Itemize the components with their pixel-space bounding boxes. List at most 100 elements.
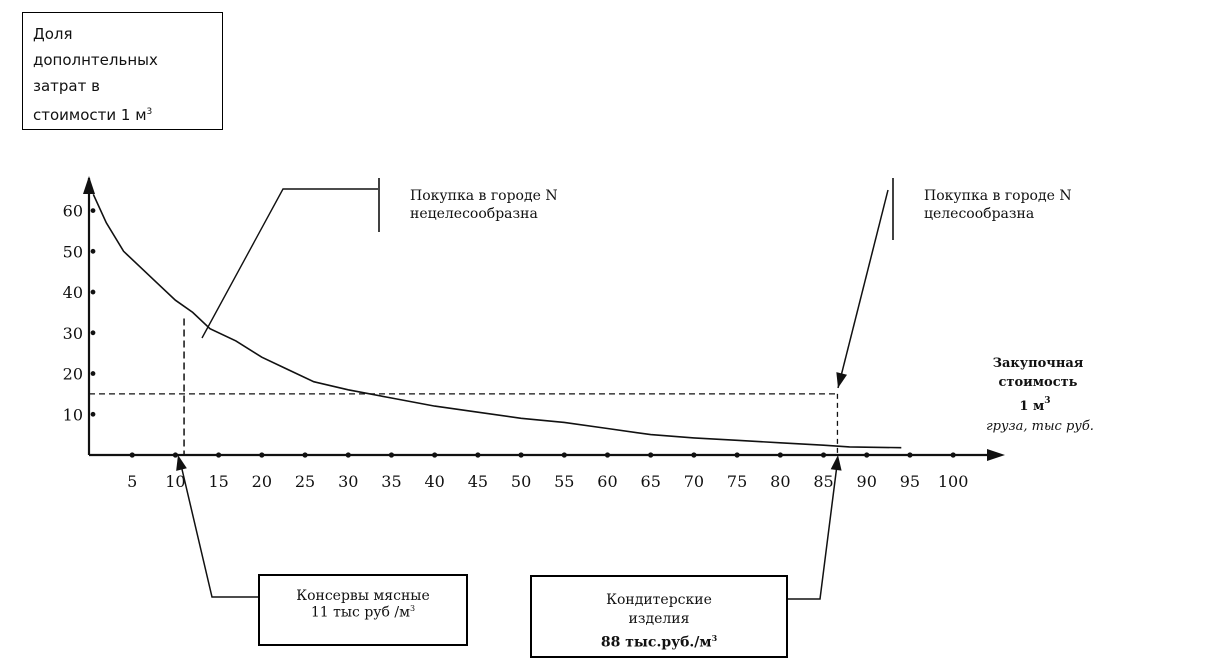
y-tick-dot: [90, 208, 96, 213]
x-axis-label-unit: 1 м: [1019, 399, 1044, 414]
y-tick: 50: [63, 242, 96, 261]
x-tick: 25: [295, 452, 315, 491]
x-tick: 95: [900, 452, 920, 491]
x-tick-label: 90: [857, 472, 877, 491]
callout-canned-meat: Консервы мясные 11 тыс руб /м3: [258, 574, 468, 646]
y-tick-dot: [90, 411, 96, 417]
y-tick-dot: [90, 248, 96, 254]
right-callout-leader: [788, 464, 838, 600]
x-tick-dot: [172, 452, 179, 458]
x-tick-dot: [216, 452, 222, 458]
x-tick-dot: [518, 452, 524, 458]
x-tick-label: 40: [424, 472, 444, 491]
x-tick: 40: [424, 452, 445, 491]
x-tick-dot: [302, 452, 308, 458]
x-tick-dot: [475, 452, 481, 458]
x-tick-label: 60: [597, 472, 617, 491]
x-tick: 45: [468, 452, 488, 491]
x-axis-label: Закупочная стоимость 1 м3 груза, тыс руб…: [986, 356, 1094, 434]
y-axis-label-superscript: 3: [146, 107, 153, 117]
x-tick-dot: [907, 452, 913, 458]
y-tick-label: 40: [63, 283, 83, 302]
y-tick-label: 60: [63, 202, 83, 221]
left-note-leader: [201, 188, 378, 339]
left-callout-leader: [180, 464, 258, 598]
right-note-arrow-head: [836, 372, 848, 388]
right-region-note-line1: Покупка в городе N: [924, 188, 1072, 204]
x-tick-dot: [820, 452, 827, 458]
left-region-note-line1: Покупка в городе N: [410, 188, 558, 204]
y-tick-label: 20: [63, 365, 83, 384]
right-note-arrow: [837, 189, 889, 389]
x-tick: 70: [684, 452, 704, 491]
x-tick-dot: [950, 452, 956, 458]
callout-line: Консервы мясные: [296, 588, 430, 604]
axes: [83, 176, 1005, 461]
x-tick-label: 75: [727, 472, 747, 491]
x-tick: 35: [381, 452, 402, 491]
x-tick-label: 25: [295, 472, 315, 491]
x-axis-label-superscript: 3: [1044, 396, 1050, 406]
x-tick-dot: [388, 452, 395, 458]
x-tick-dot: [129, 452, 135, 458]
annotation-arrows: [176, 178, 894, 600]
left-region-note-line2: нецелесообразна: [410, 206, 538, 222]
x-tick-dot: [648, 452, 654, 458]
x-tick-label: 15: [208, 472, 228, 491]
x-tick: 80: [770, 452, 791, 491]
x-tick: 60: [597, 452, 618, 491]
x-tick: 75: [727, 452, 747, 491]
y-tick: 40: [63, 283, 96, 302]
x-tick: 100: [938, 452, 969, 491]
guide-lines: [89, 318, 839, 455]
callout-line: изделия: [628, 611, 690, 627]
callout-superscript: 3: [410, 604, 416, 613]
x-tick-dot: [561, 452, 567, 458]
x-tick-dot: [691, 452, 697, 458]
x-axis-label-line: 1 м3: [1019, 396, 1050, 414]
x-tick-label: 45: [468, 472, 488, 491]
x-tick-dot: [432, 452, 438, 458]
callout-line: 88 тыс.руб./м3: [532, 629, 786, 653]
x-tick: 90: [857, 452, 877, 491]
x-tick: 85: [813, 452, 834, 491]
y-tick-dot: [90, 330, 96, 336]
x-tick: 55: [554, 452, 574, 491]
y-tick-label: 30: [63, 324, 83, 343]
y-tick-dot: [90, 289, 96, 295]
x-tick-label: 85: [813, 472, 833, 491]
y-tick-dot: [90, 371, 96, 376]
x-tick-label: 95: [900, 472, 920, 491]
x-axis-arrowhead: [987, 449, 1005, 461]
y-axis-label-line: дополнтельных: [33, 51, 158, 69]
x-tick-dot: [864, 452, 870, 458]
callout-superscript: 3: [711, 633, 718, 643]
x-tick: 30: [338, 452, 358, 491]
x-axis-ticks: 5 10 15 20 25 30 35 40 45 50 55 60 65 70 75 80 85 90 95 100: [127, 452, 968, 491]
x-axis-label-line: Закупочная: [993, 356, 1084, 371]
x-tick-label: 100: [938, 472, 969, 491]
x-tick-label: 50: [511, 472, 531, 491]
x-tick-dot: [345, 452, 351, 458]
callout-line: 11 тыс руб /м3: [260, 604, 466, 621]
callout-confectionery: Кондитерские изделия 88 тыс.руб./м3: [530, 575, 788, 658]
x-tick: 65: [641, 452, 661, 491]
x-tick-dot: [604, 452, 611, 458]
x-tick-label: 10: [165, 472, 185, 491]
x-tick-label: 55: [554, 472, 574, 491]
x-tick-label: 65: [641, 472, 661, 491]
callout-line: Кондитерские: [606, 592, 712, 608]
x-tick: 15: [208, 452, 229, 491]
callout-value: 11 тыс руб /м: [310, 604, 411, 621]
right-region-note-line2: целесообразна: [924, 206, 1034, 222]
left-callout-arrow-head: [176, 455, 187, 471]
y-tick-label: 50: [63, 242, 83, 261]
x-tick-dot: [734, 452, 740, 458]
x-axis-label-line: стоимость: [998, 375, 1077, 390]
x-tick: 5: [127, 452, 137, 491]
y-axis-label-line: Доля: [33, 25, 73, 43]
x-tick-label: 70: [684, 472, 704, 491]
x-tick-label: 5: [127, 472, 137, 491]
y-tick-label: 10: [63, 405, 83, 424]
